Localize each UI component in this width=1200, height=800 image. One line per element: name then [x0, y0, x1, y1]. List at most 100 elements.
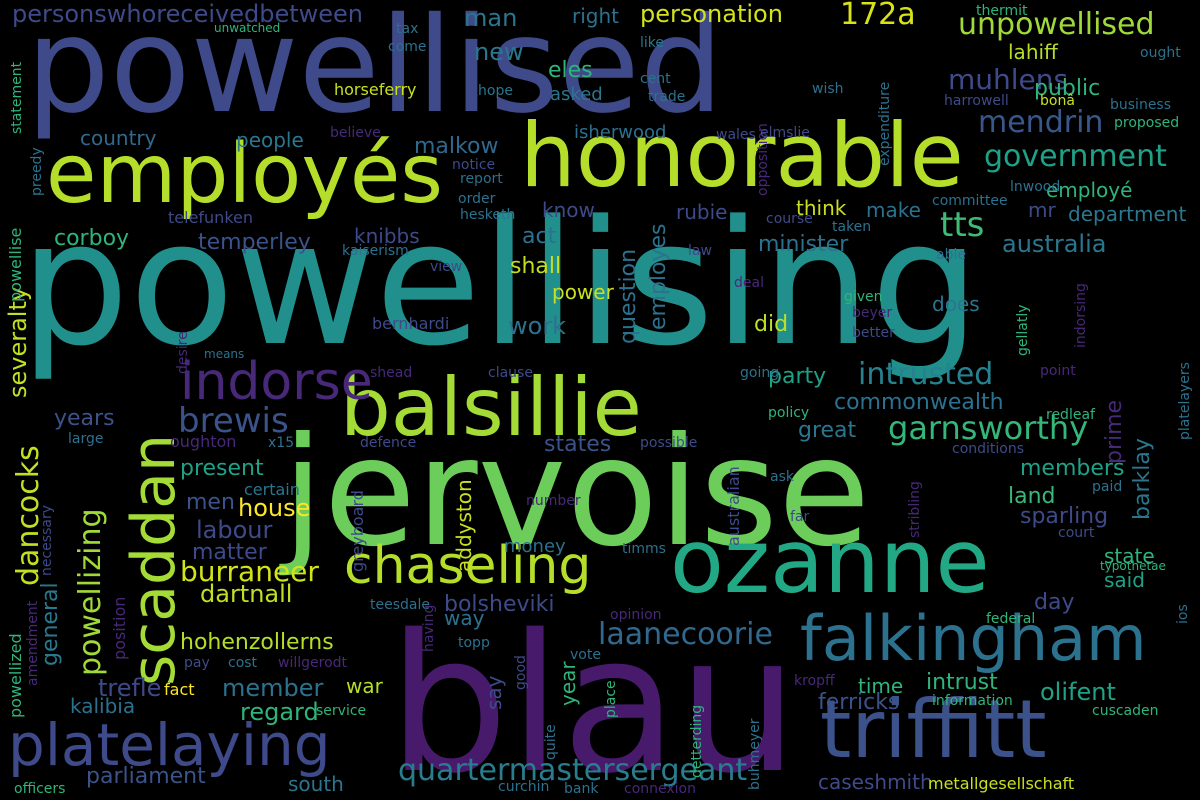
word: garnsworthy	[888, 409, 1089, 447]
word: hope	[478, 83, 513, 99]
word: muhlens	[948, 63, 1069, 96]
word: x15	[268, 435, 295, 451]
word: deal	[734, 275, 764, 291]
word: oughton	[170, 432, 237, 451]
word: defence	[360, 435, 417, 451]
word: sparling	[1020, 504, 1109, 529]
word: clause	[488, 365, 533, 381]
word: triffitt	[820, 683, 1047, 776]
word: court	[1058, 525, 1095, 541]
word: shead	[370, 365, 413, 381]
word: amendment	[25, 600, 41, 686]
word: rubie	[676, 200, 728, 224]
word: think	[796, 196, 847, 220]
word: employes	[646, 223, 671, 330]
word: powellised	[26, 0, 724, 143]
word: business	[1110, 97, 1172, 113]
word: means	[204, 347, 245, 361]
word: mendrin	[978, 105, 1104, 140]
word: detterding	[689, 704, 705, 778]
word: barklay	[1130, 438, 1155, 520]
word: conditions	[952, 441, 1025, 457]
word: day	[1034, 590, 1075, 615]
word: willgerodt	[278, 655, 348, 671]
word: house	[238, 494, 311, 522]
word: war	[346, 674, 383, 698]
word: ought	[1140, 45, 1181, 61]
word: land	[1008, 484, 1056, 509]
word: burraneer	[180, 555, 319, 588]
word: country	[80, 126, 157, 150]
word: cent	[640, 71, 671, 87]
word: quartermastersergeant	[398, 753, 748, 788]
word: chaseling	[344, 536, 592, 596]
word: far	[790, 509, 810, 525]
word: make	[866, 198, 921, 222]
word: regard	[240, 698, 319, 726]
word: law	[688, 243, 712, 259]
word: unwatched	[214, 21, 281, 35]
word: wales	[716, 127, 756, 143]
word: greyboard	[348, 490, 367, 572]
word: parliament	[86, 764, 206, 789]
word: harrowell	[944, 93, 1009, 109]
word: power	[552, 280, 614, 304]
word: beyer	[852, 305, 893, 321]
word: necessary	[39, 504, 55, 576]
word: brewis	[178, 401, 289, 441]
word: good	[513, 655, 529, 690]
word: metallgesellschaft	[928, 774, 1075, 793]
word: order	[458, 191, 496, 207]
word: year	[556, 661, 580, 706]
word: ios	[1175, 604, 1191, 624]
word: laanecoorie	[598, 617, 773, 652]
word: typothetae	[1100, 559, 1166, 573]
word: redleaf	[1046, 407, 1095, 423]
word: bank	[564, 781, 599, 797]
word: fact	[164, 680, 195, 699]
word: money	[504, 536, 566, 557]
word: paid	[1092, 479, 1123, 495]
word: man	[464, 4, 518, 32]
word: time	[858, 674, 904, 698]
word: tts	[940, 205, 985, 245]
word: kaiserism	[342, 243, 409, 259]
word: falkingham	[800, 602, 1147, 675]
word: 172a	[840, 0, 916, 32]
word: question	[616, 248, 641, 344]
word: opinion	[610, 607, 662, 623]
word: work	[508, 312, 567, 340]
word: able	[936, 247, 966, 263]
word: scaddan	[119, 434, 189, 686]
word: quite	[543, 724, 559, 760]
word: blau	[388, 594, 799, 800]
word: platelayers	[1177, 362, 1193, 440]
word: statement	[9, 61, 25, 134]
word: kalibia	[70, 694, 136, 718]
word: dartnall	[200, 580, 293, 608]
word: cost	[228, 655, 258, 671]
word: labour	[196, 516, 273, 544]
word: gellatly	[1015, 304, 1031, 356]
word: did	[754, 312, 789, 337]
word: come	[388, 39, 427, 55]
word: honorable	[520, 104, 964, 207]
word: ask	[770, 469, 794, 485]
word: notice	[452, 157, 496, 173]
word: members	[1020, 456, 1125, 481]
word: balsillie	[340, 361, 642, 454]
word: government	[984, 139, 1167, 174]
word: isherwood	[574, 122, 667, 143]
word: right	[572, 4, 619, 28]
word: caseshmith	[818, 770, 933, 794]
word: powellise	[6, 227, 25, 302]
word: indorsing	[1073, 283, 1089, 348]
word: timms	[622, 541, 666, 557]
word: service	[316, 703, 367, 719]
word: trefle	[98, 674, 162, 702]
word: does	[932, 292, 980, 316]
word: pay	[184, 655, 210, 671]
word: act	[522, 224, 557, 249]
word: possible	[640, 435, 698, 451]
